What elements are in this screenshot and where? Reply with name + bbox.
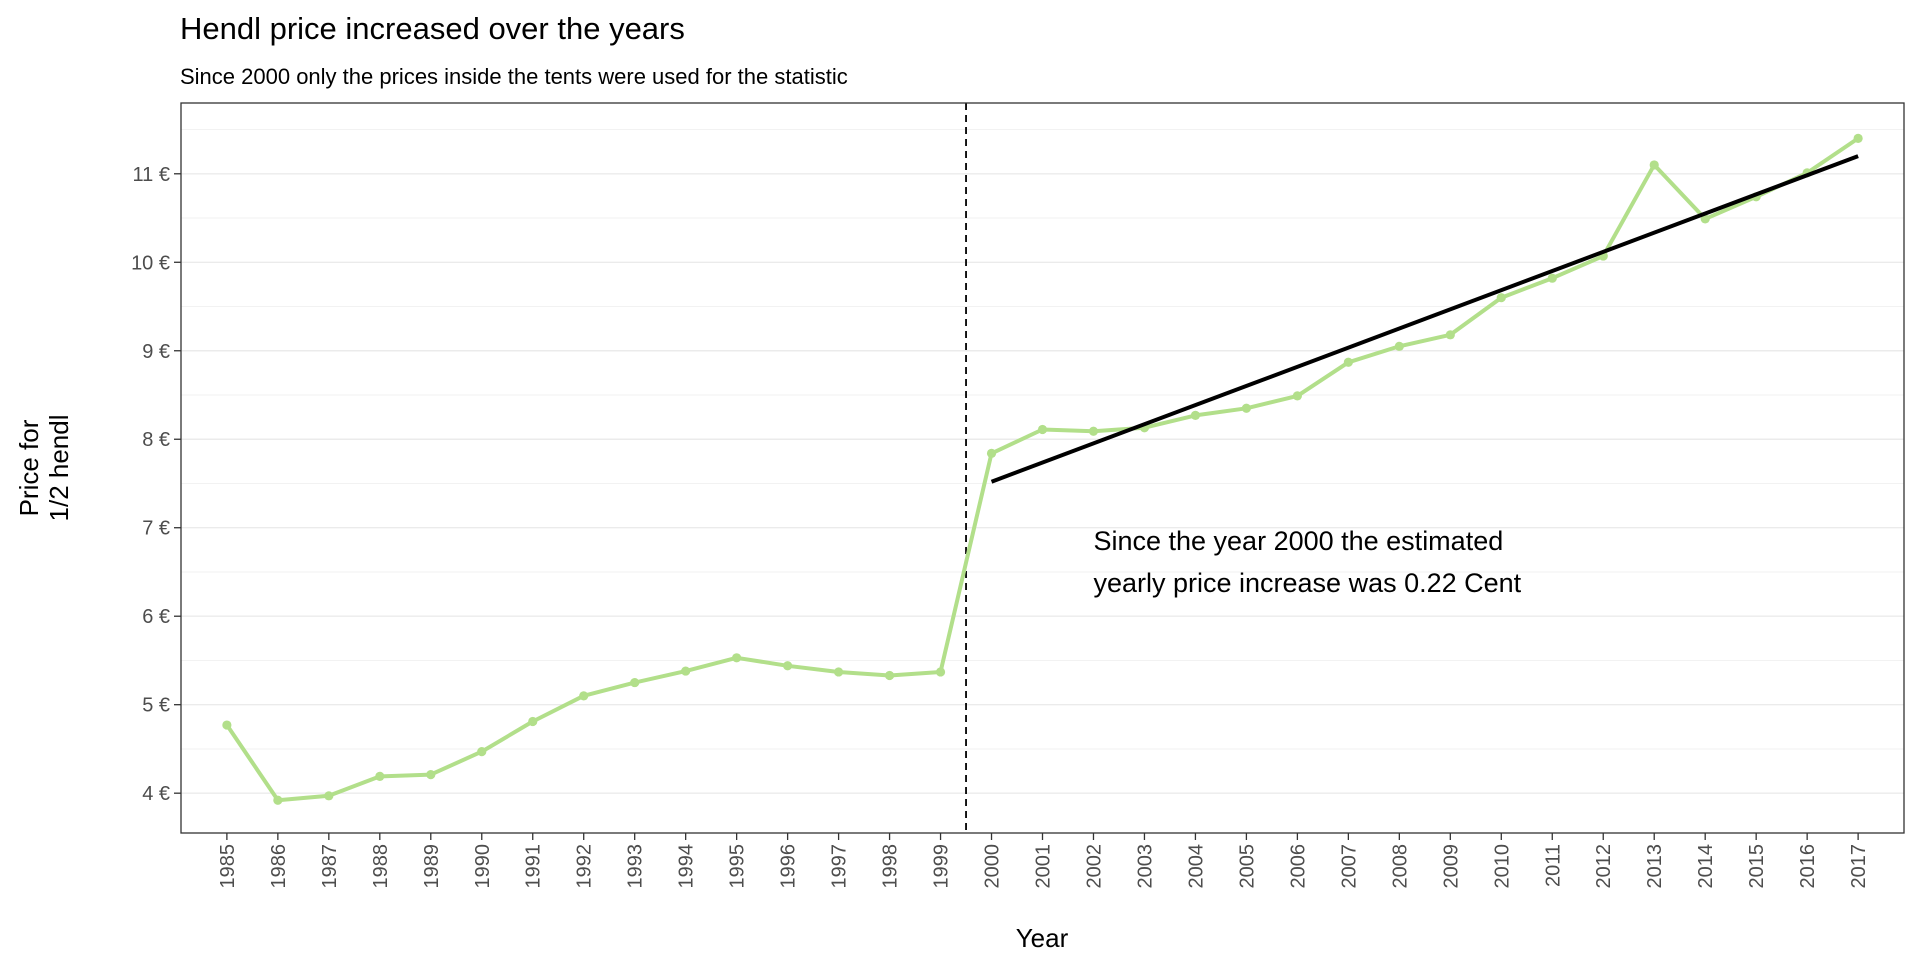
x-tick-label: 2000 <box>982 844 1004 889</box>
x-axis-title: Year <box>1016 923 1069 953</box>
x-tick-label: 1989 <box>421 844 443 889</box>
y-axis: 4 € 5 € 6 € 7 € 8 € 9 € 10 € 11 € <box>131 164 181 805</box>
trend-line <box>990 154 1859 484</box>
x-tick-label: 2007 <box>1338 844 1360 889</box>
data-point <box>783 661 793 671</box>
data-point <box>1190 410 1201 420</box>
data-point <box>426 770 436 780</box>
y-tick-label: 7 € <box>142 518 170 540</box>
x-tick-label: 2013 <box>1644 844 1666 889</box>
y-tick-label: 4 € <box>142 783 170 805</box>
data-point <box>1853 133 1863 143</box>
y-tick-label: 11 € <box>133 164 170 186</box>
data-point <box>1088 426 1099 436</box>
y-tick-label: 6 € <box>142 606 170 628</box>
x-tick-label: 1997 <box>829 844 851 889</box>
x-tick-label: 1992 <box>574 844 596 889</box>
data-point <box>681 666 691 676</box>
y-tick-label: 5 € <box>142 695 170 717</box>
data-point <box>935 667 946 677</box>
x-tick-label: 1987 <box>319 844 341 889</box>
data-point <box>324 791 334 801</box>
x-tick-label: 1999 <box>931 844 953 889</box>
data-point <box>1649 160 1659 170</box>
data-point <box>1037 424 1048 435</box>
x-tick-label: 2002 <box>1083 844 1105 889</box>
x-tick-label: 1991 <box>523 844 545 889</box>
chart-subtitle: Since 2000 only the prices inside the te… <box>180 64 848 89</box>
y-axis-title-line-1: Price for <box>14 419 44 516</box>
data-point <box>477 746 487 757</box>
x-tick-label: 1988 <box>370 844 392 889</box>
x-tick-label: 1993 <box>625 844 647 889</box>
x-tick-label: 2006 <box>1287 844 1309 889</box>
y-tick-label: 8 € <box>142 429 170 451</box>
plot-background <box>181 103 1904 833</box>
data-point <box>1241 403 1252 413</box>
data-point <box>1394 341 1404 351</box>
data-point <box>986 448 997 458</box>
x-tick-label: 1990 <box>472 844 494 889</box>
x-tick-label: 2009 <box>1440 844 1462 889</box>
data-point <box>630 677 640 688</box>
annotation-line-2: yearly price increase was 0.22 Cent <box>1093 568 1521 598</box>
x-tick-label: 1995 <box>727 844 749 889</box>
x-tick-label: 2003 <box>1134 844 1156 889</box>
data-point <box>579 691 589 701</box>
x-tick-label: 1996 <box>778 844 800 889</box>
x-tick-label: 2001 <box>1033 844 1055 889</box>
x-tick-label: 2015 <box>1746 844 1768 889</box>
x-tick-label: 2014 <box>1695 844 1717 889</box>
data-point <box>1445 330 1455 340</box>
data-point <box>1547 273 1557 283</box>
y-tick-label: 10 € <box>131 252 170 274</box>
data-point <box>222 720 232 730</box>
data-point <box>528 716 538 727</box>
x-tick-label: 1994 <box>676 844 698 889</box>
x-axis: 1985 1986 1987 1988 1989 1990 1991 1992 1993 1994… <box>217 833 1870 889</box>
x-tick-label: 1986 <box>268 844 290 889</box>
x-tick-label: 2016 <box>1797 844 1819 889</box>
x-tick-label: 2010 <box>1491 844 1513 889</box>
series-layer <box>222 133 1863 805</box>
data-point <box>1700 214 1710 224</box>
x-tick-label: 2008 <box>1389 844 1411 889</box>
x-tick-label: 2012 <box>1593 844 1615 889</box>
y-axis-title-line-2: 1/2 hendl <box>44 415 74 522</box>
chart-title: Hendl price increased over the years <box>180 11 685 46</box>
x-tick-label: 2004 <box>1185 844 1207 889</box>
data-point <box>375 771 385 781</box>
x-tick-label: 2017 <box>1848 844 1870 889</box>
x-tick-label: 2005 <box>1236 844 1258 889</box>
data-point <box>273 795 283 805</box>
data-point <box>732 653 742 663</box>
trend-layer <box>990 154 1859 484</box>
data-point <box>1292 391 1302 401</box>
x-tick-label: 2011 <box>1542 844 1564 887</box>
grid <box>181 129 1904 794</box>
annotation-line-1: Since the year 2000 the estimated <box>1093 526 1503 556</box>
x-tick-label: 1985 <box>217 844 239 889</box>
data-point <box>884 670 895 681</box>
x-tick-label: 1998 <box>880 844 902 889</box>
data-point <box>1496 293 1506 303</box>
data-point <box>833 667 844 677</box>
data-point <box>1343 357 1353 367</box>
y-tick-label: 9 € <box>142 341 170 363</box>
